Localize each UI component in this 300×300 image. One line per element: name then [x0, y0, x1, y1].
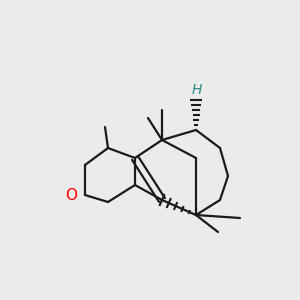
Text: O: O: [65, 188, 77, 202]
Text: H: H: [192, 83, 202, 97]
